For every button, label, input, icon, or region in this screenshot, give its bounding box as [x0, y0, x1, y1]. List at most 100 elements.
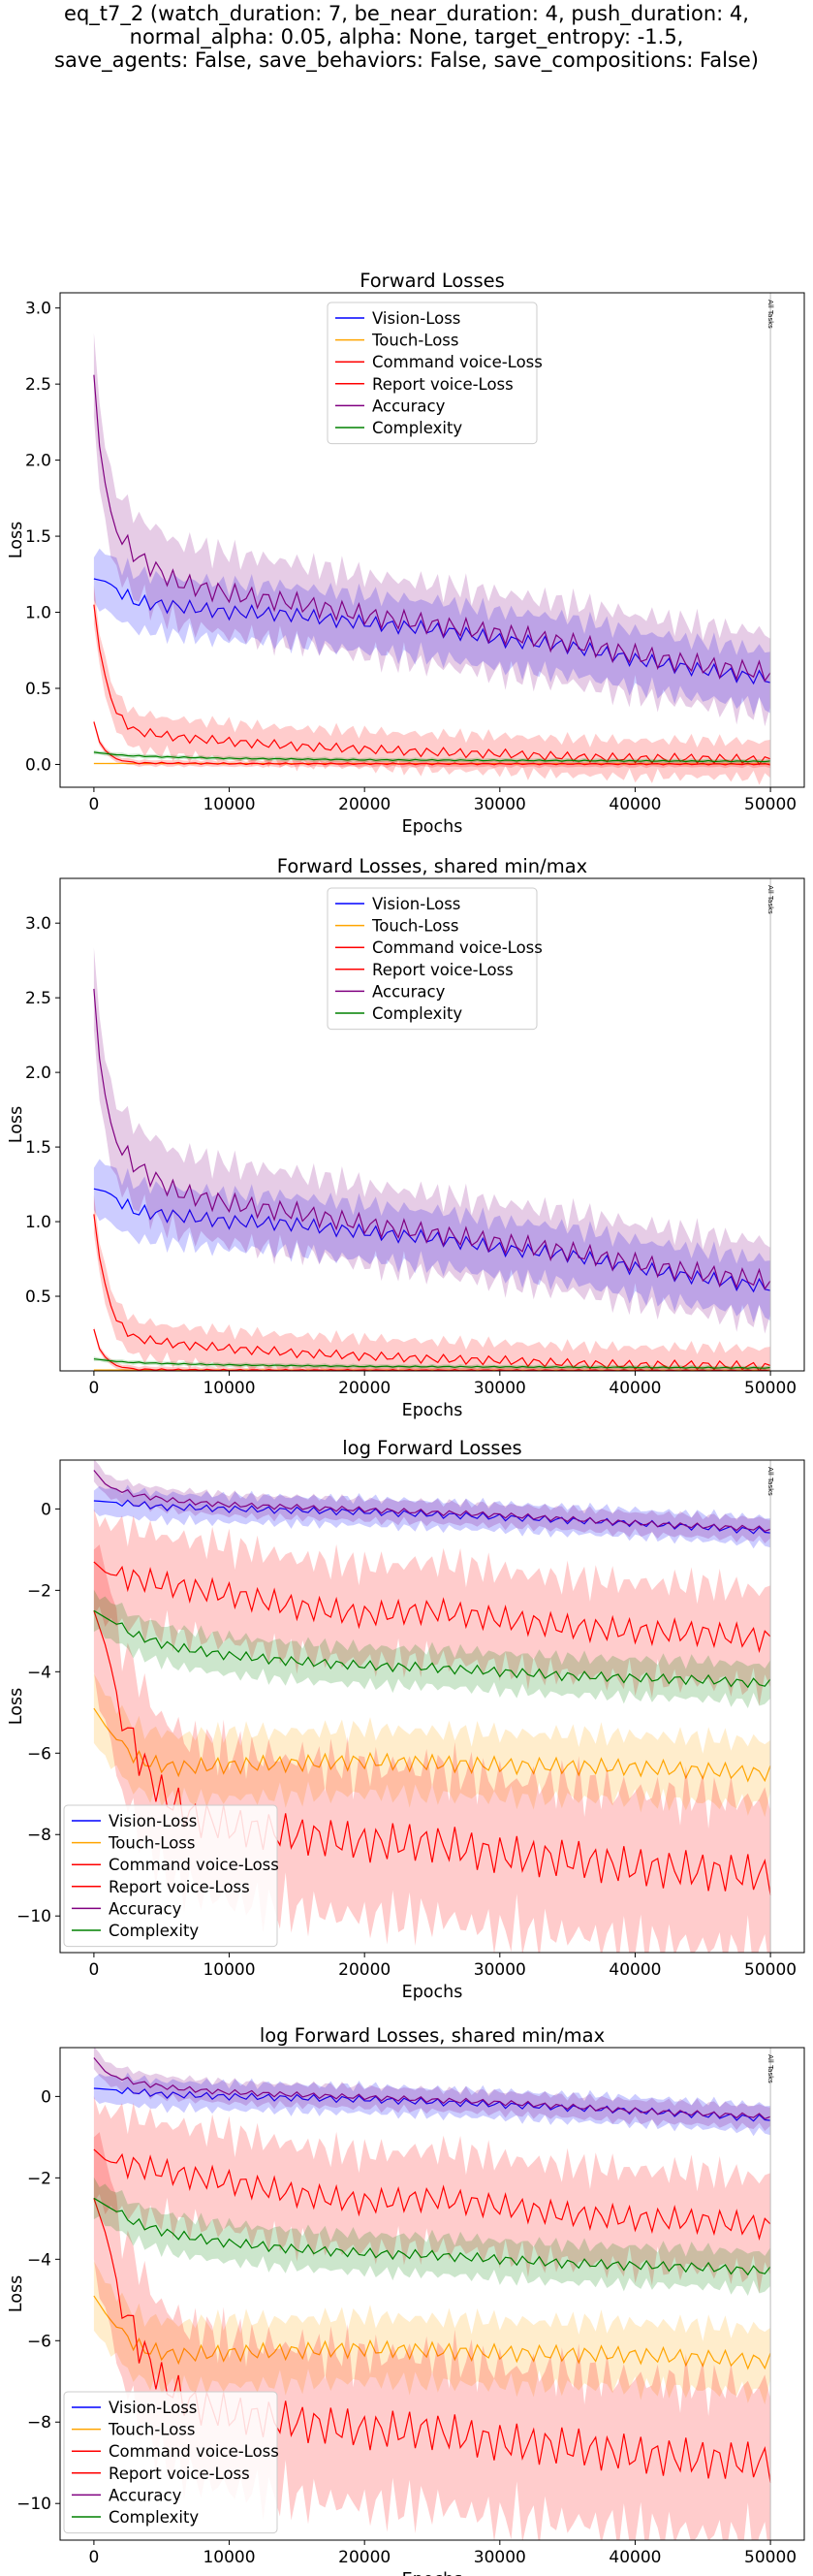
series-band	[93, 548, 771, 716]
legend: Vision-Loss Touch-Loss Command voice-Loss R…	[63, 1804, 279, 1948]
y-tick-label: −8	[27, 1826, 51, 1845]
legend-label: Accuracy	[372, 397, 446, 415]
legend-box	[327, 887, 538, 1031]
series-line	[93, 1561, 771, 1654]
x-tick-label: 30000	[474, 2548, 526, 2567]
series-band	[93, 1194, 771, 1371]
series-band	[93, 2177, 771, 2296]
series-band	[93, 2048, 771, 2131]
chart-title: log Forward Losses	[342, 1437, 521, 1459]
legend-label: Vision-Loss	[109, 2399, 197, 2417]
figure-title-line: eq_t7_2 (watch_duration: 7, be_near_dura…	[64, 2, 749, 25]
legend-box	[327, 302, 538, 445]
y-tick-label: 0.5	[25, 1288, 51, 1307]
series-band	[93, 2261, 771, 2405]
series-band	[93, 585, 771, 785]
x-tick-label: 0	[88, 2548, 99, 2567]
y-tick-label: −10	[16, 1907, 51, 1926]
y-tick-label: 2.0	[25, 452, 51, 471]
series-line	[93, 1707, 771, 1783]
y-tick-label: −6	[27, 1744, 51, 1764]
chart-panel: All Tasks log Forward Losses, shared min/…	[7, 2024, 805, 2576]
y-tick-label: 1.0	[25, 1213, 51, 1232]
legend-label: Command voice-Loss	[109, 1856, 279, 1874]
x-tick-label: 10000	[203, 1960, 255, 1980]
legend-label: Report voice-Loss	[372, 961, 514, 979]
x-tick-label: 40000	[609, 1379, 661, 1398]
legend-label: Complexity	[109, 2508, 199, 2527]
x-tick-label: 50000	[744, 1379, 797, 1398]
y-tick-label: 0	[41, 1500, 51, 1519]
series-band	[93, 1509, 771, 1706]
x-axis-label: Epochs	[402, 2570, 463, 2576]
plot-frame	[59, 292, 805, 788]
x-tick-label: 20000	[338, 795, 391, 814]
x-tick-label: 20000	[338, 2548, 391, 2567]
legend-label: Command voice-Loss	[109, 2442, 279, 2461]
y-tick-label: −4	[27, 2250, 51, 2270]
series-band	[93, 1159, 771, 1323]
task-marker-label: All Tasks	[766, 885, 774, 914]
x-tick-label: 10000	[203, 795, 255, 814]
legend-label: Command voice-Loss	[372, 938, 543, 957]
legend: Vision-Loss Touch-Loss Command voice-Loss R…	[327, 887, 543, 1031]
legend-label: Accuracy	[109, 1899, 182, 1918]
x-tick-label: 40000	[609, 2548, 661, 2567]
series-band	[93, 333, 771, 727]
plot-frame	[59, 877, 805, 1372]
x-tick-label: 20000	[338, 1379, 391, 1398]
plot-frame	[59, 2047, 805, 2541]
y-tick-label: −2	[27, 2169, 51, 2188]
y-tick-label: 2.0	[25, 1064, 51, 1083]
series-band	[93, 1460, 771, 1543]
y-axis-label: Loss	[7, 1106, 26, 1143]
y-tick-label: 0	[41, 2087, 51, 2107]
y-tick-label: −6	[27, 2332, 51, 2351]
chart-panel: All Tasks Forward Losses, shared min/max 0…	[7, 855, 805, 1420]
x-tick-label: 0	[88, 1379, 99, 1398]
series-band	[93, 1673, 771, 1818]
task-marker-label: All Tasks	[766, 2054, 774, 2083]
x-tick-label: 50000	[744, 795, 797, 814]
series-line	[93, 2057, 771, 2120]
x-tick-label: 10000	[203, 2548, 255, 2567]
y-tick-label: 1.0	[25, 604, 51, 623]
legend-label: Complexity	[372, 419, 462, 437]
x-axis-label: Epochs	[402, 817, 463, 837]
y-tick-label: 0.5	[25, 680, 51, 699]
series-band	[93, 2072, 771, 2137]
series-band	[93, 1484, 771, 1549]
y-tick-label: −10	[16, 2495, 51, 2514]
legend-label: Touch-Loss	[371, 332, 459, 350]
chart-title: Forward Losses	[360, 270, 505, 292]
legend-label: Touch-Loss	[108, 1834, 196, 1853]
plot-area	[93, 333, 771, 785]
series-line	[93, 1609, 771, 1689]
series-line	[93, 604, 771, 766]
series-band	[93, 947, 771, 1334]
series-line	[93, 2197, 771, 2276]
legend-label: Complexity	[372, 1004, 462, 1023]
legend-label: Report voice-Loss	[372, 375, 514, 394]
series-band	[93, 2096, 771, 2294]
figure-title-line: normal_alpha: 0.05, alpha: None, target_…	[129, 25, 684, 48]
plot-frame	[59, 1459, 805, 1954]
y-tick-label: −8	[27, 2413, 51, 2433]
series-line	[93, 751, 771, 763]
series-line	[93, 374, 771, 683]
legend-label: Vision-Loss	[372, 309, 460, 328]
legend-label: Report voice-Loss	[109, 2465, 250, 2483]
figure-title-line: save_agents: False, save_behaviors: Fals…	[54, 48, 759, 72]
y-axis-label: Loss	[7, 1688, 26, 1725]
y-tick-label: −2	[27, 1581, 51, 1601]
y-tick-label: −4	[27, 1663, 51, 1682]
series-line	[93, 1328, 771, 1371]
y-tick-label: 3.0	[25, 300, 51, 319]
x-tick-label: 0	[88, 795, 99, 814]
y-tick-label: 1.5	[25, 1138, 51, 1158]
legend-label: Complexity	[109, 1922, 199, 1940]
y-axis-label: Loss	[7, 2275, 26, 2312]
series-line	[93, 988, 771, 1290]
x-axis-label: Epochs	[402, 1983, 463, 2002]
